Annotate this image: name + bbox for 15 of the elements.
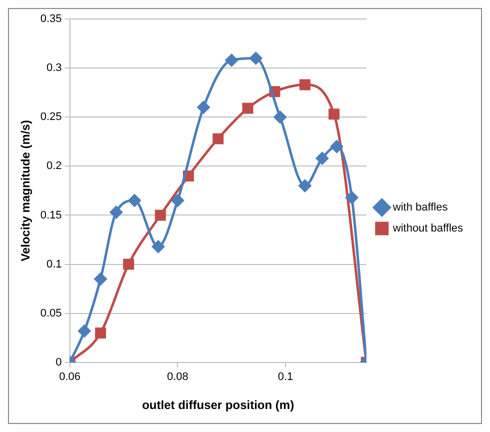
y-tick-label: 0.35 — [40, 13, 62, 26]
y-tick-label: 0.25 — [40, 111, 62, 124]
y-tick-label: 0.05 — [40, 307, 62, 320]
legend-label: with baffles — [392, 202, 448, 214]
x-axis-title: outlet diffuser position (m) — [142, 398, 294, 412]
y-tick-label: 0.2 — [46, 160, 62, 172]
x-tick-label: 0.08 — [166, 371, 188, 384]
y-tick-label: 0.15 — [40, 209, 62, 222]
y-tick-label: 0.1 — [46, 258, 62, 270]
x-tick-label: 0.1 — [278, 371, 294, 384]
y-axis-title: Velocity magnitude (m/s) — [18, 120, 33, 262]
y-tick-label: 0.3 — [46, 62, 62, 74]
legend-label: without baffles — [392, 222, 464, 235]
y-tick-label: 0 — [56, 356, 62, 368]
x-tick-label: 0.06 — [59, 371, 81, 384]
